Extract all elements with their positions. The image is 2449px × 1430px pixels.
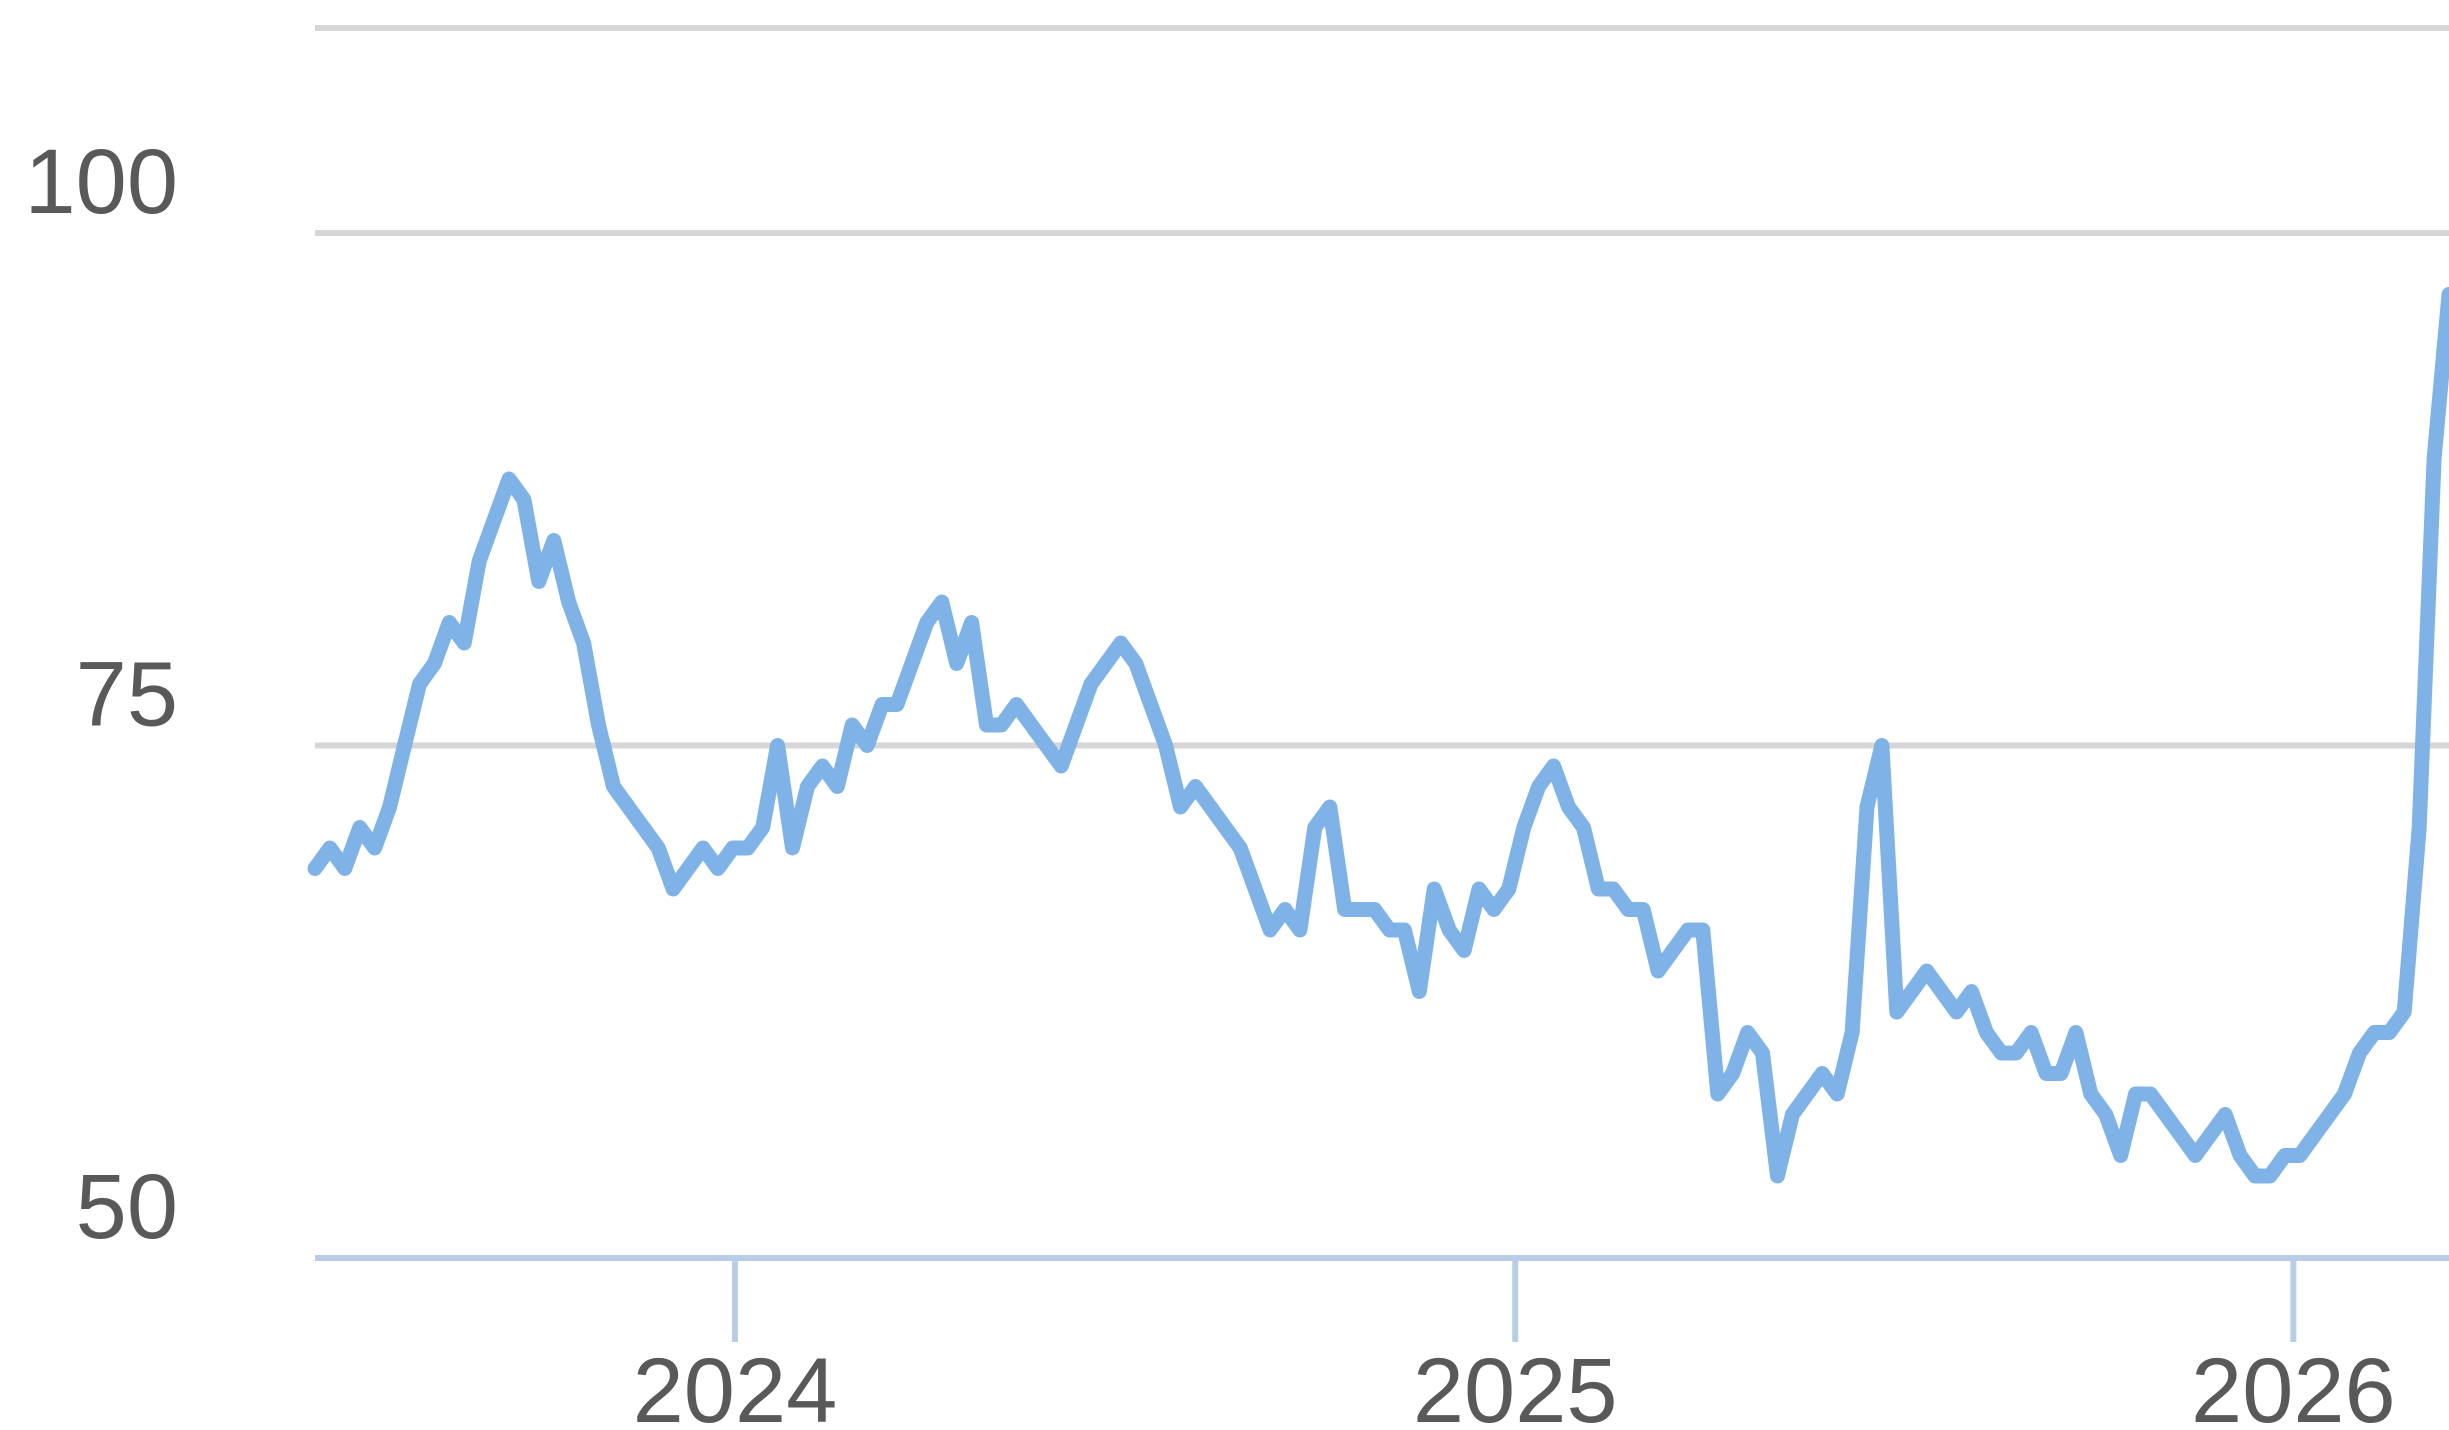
y-axis-labels: 50 75 100 [25, 131, 179, 1258]
x-tick-label: 2024 [633, 1340, 838, 1430]
y-tick-label: 50 [76, 1156, 178, 1258]
gridlines [315, 25, 2449, 1261]
y-tick-label: 75 [76, 644, 178, 746]
series-line [307, 287, 2449, 1184]
x-axis-labels: 2024 2025 2026 [633, 1340, 2396, 1430]
x-axis-ticks [731, 1258, 2297, 1342]
series-lines [307, 287, 2449, 1184]
x-tick-label: 2025 [1413, 1340, 1618, 1430]
x-tick-label: 2026 [2191, 1340, 2396, 1430]
y-tick-label: 100 [25, 131, 179, 233]
